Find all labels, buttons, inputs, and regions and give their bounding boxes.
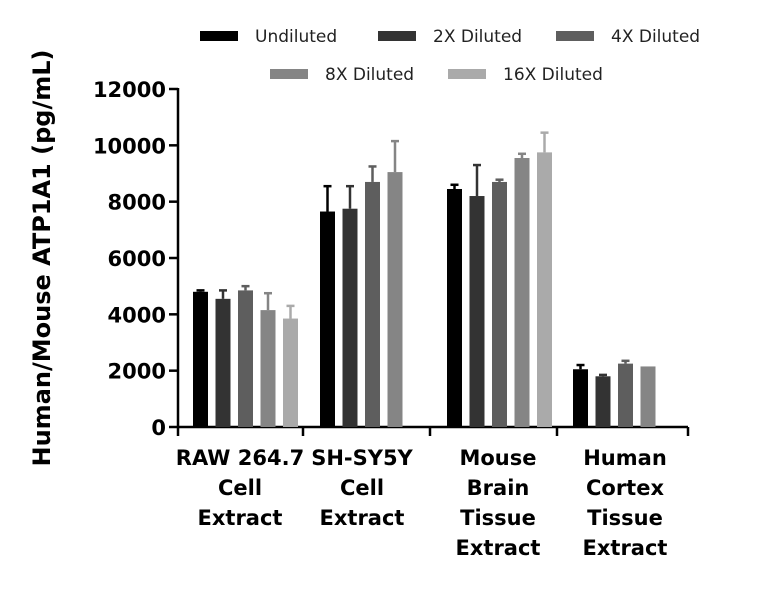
category-label: SH-SY5Y Cell Extract	[311, 446, 413, 530]
legend-swatch	[270, 69, 308, 79]
category-label: Mouse Brain Tissue Extract	[456, 446, 541, 560]
bar	[342, 208, 358, 427]
legend-label: 8X Diluted	[325, 65, 414, 85]
category-label: RAW 264.7 Cell Extract	[176, 446, 304, 530]
bar	[320, 211, 335, 427]
bar	[387, 172, 403, 427]
y-tick-label: 0	[151, 416, 166, 440]
legend-label: 16X Diluted	[503, 65, 603, 85]
bar	[365, 181, 380, 427]
y-tick-label: 10000	[93, 134, 166, 158]
legend: Undiluted 2X Diluted 4X Diluted 8X Diluted 1…	[200, 27, 700, 85]
bar	[514, 158, 530, 427]
bar	[595, 376, 611, 427]
y-tick-labels: 0 2000 4000 6000 8000 10000 12000	[93, 78, 166, 440]
bar	[238, 290, 253, 427]
y-tick-label: 12000	[93, 78, 166, 102]
legend-swatch	[200, 31, 238, 41]
legend-label: 4X Diluted	[611, 27, 700, 47]
y-tick-label: 4000	[108, 303, 166, 327]
legend-label: 2X Diluted	[433, 27, 522, 47]
bar	[618, 363, 633, 427]
bar	[215, 298, 231, 427]
bar	[537, 152, 552, 427]
legend-label: Undiluted	[255, 27, 337, 47]
bar	[640, 366, 656, 427]
y-tick-label: 2000	[108, 360, 166, 384]
bars	[193, 131, 656, 427]
legend-swatch	[378, 31, 416, 41]
legend-swatch	[448, 69, 486, 79]
bar	[573, 369, 588, 427]
y-tick-label: 6000	[108, 247, 166, 271]
bar	[283, 318, 298, 427]
y-tick-label: 8000	[108, 191, 166, 215]
y-axis-label: Human/Mouse ATP1A1 (pg/mL)	[28, 50, 56, 467]
bar	[469, 196, 485, 427]
category-label: Human Cortex Tissue Extract	[583, 446, 668, 560]
bar	[193, 291, 208, 427]
legend-swatch	[556, 31, 594, 41]
bar	[492, 181, 507, 427]
bar	[260, 310, 276, 427]
bar	[447, 188, 462, 427]
